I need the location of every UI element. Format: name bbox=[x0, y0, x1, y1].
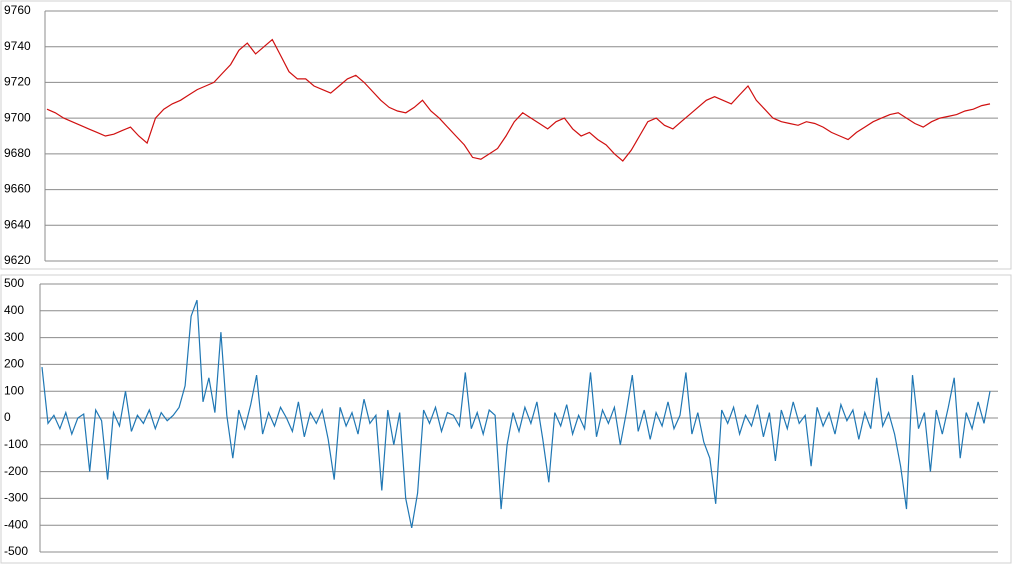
y-tick-label: 9680 bbox=[4, 146, 31, 160]
y-tick-label: -300 bbox=[4, 491, 28, 505]
series-line bbox=[41, 299, 991, 529]
y-tick-label: 9740 bbox=[4, 39, 31, 53]
y-tick-label: 400 bbox=[4, 303, 24, 317]
bottom-panel bbox=[0, 274, 1012, 564]
y-tick-label: -200 bbox=[4, 464, 28, 478]
y-tick-label: 9760 bbox=[4, 3, 31, 17]
y-tick-label: 0 bbox=[4, 410, 11, 424]
y-tick-label: 300 bbox=[4, 330, 24, 344]
y-tick-label: 100 bbox=[4, 383, 24, 397]
y-tick-label: 9700 bbox=[4, 110, 31, 124]
top-panel bbox=[0, 0, 1012, 270]
y-tick-label: 200 bbox=[4, 357, 24, 371]
series-line bbox=[46, 38, 991, 162]
y-tick-label: 500 bbox=[4, 276, 24, 290]
y-tick-label: -400 bbox=[4, 517, 28, 531]
y-tick-label: -100 bbox=[4, 437, 28, 451]
y-tick-label: 9660 bbox=[4, 182, 31, 196]
y-tick-label: 9620 bbox=[4, 253, 31, 267]
y-tick-label: 9640 bbox=[4, 217, 31, 231]
y-tick-label: -500 bbox=[4, 544, 28, 558]
y-tick-label: 9720 bbox=[4, 75, 31, 89]
